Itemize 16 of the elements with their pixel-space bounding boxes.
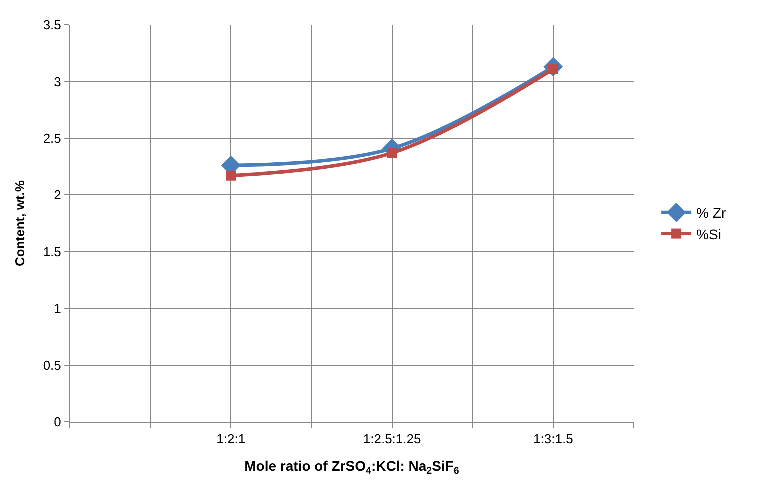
y-tick-label: 0: [54, 414, 62, 430]
y-tick-label: 1.5: [43, 244, 62, 260]
y-tick-label: 3.5: [43, 18, 62, 33]
y-axis-title: Content, wt.%: [12, 180, 28, 266]
y-tick-label: 0.5: [43, 358, 62, 373]
x-tick-label: 1:3:1.5: [534, 432, 574, 447]
legend-label: %Si: [696, 226, 722, 242]
x-tick-label: 1:2.5:1.25: [363, 432, 422, 447]
x-axis-title: Mole ratio of ZrSO$_{4}$:KCl: Na$_{2}$SiF$_{6}$: [244, 458, 460, 477]
point: [226, 170, 236, 181]
legend-label: % Zr: [696, 205, 726, 222]
x-tick-label: 1:2:1: [216, 432, 246, 447]
y-tick-label: 2: [54, 188, 62, 203]
y-tick-label: 1: [54, 301, 62, 316]
y-tick-label: 3: [54, 74, 62, 90]
y-tick-label: 2.5: [43, 130, 62, 146]
